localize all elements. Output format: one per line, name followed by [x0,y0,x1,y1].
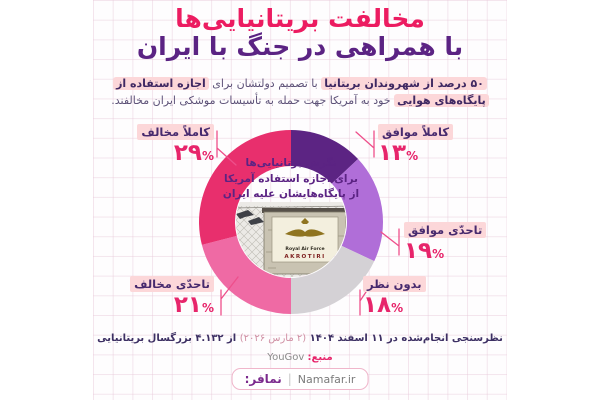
donut-segment [291,245,375,314]
grid-background [93,0,507,400]
callout-percent: ۱۹% [404,238,486,267]
brand-badge: نمافر: | Namafar.ir [231,368,369,390]
sign-caption-1: Royal Air Force [285,246,324,252]
description-text: ۵۰ درصد از شهروندان بریتانیا با تصمیم دو… [100,76,500,109]
percent-sign: % [201,301,214,315]
title-line-1: مخالفت بریتانیایی‌ها [175,4,425,33]
callout-label: بدون نظر [363,276,426,292]
percent-sign: % [406,149,419,163]
callout-label: کاملاً موافق [378,124,454,140]
callout-percent: ۲۹% [96,140,214,169]
title-line-2: با همراهی در جنگ با ایران [136,32,464,61]
chart-callout: کاملاً موافق ۱۳% [378,121,454,169]
percent-value: ۱۹ [404,238,433,264]
connector-19 [380,228,400,256]
brand-separator: | [287,372,292,386]
chart-callout: کاملاً مخالف ۲۹% [96,121,214,169]
description-plain: خود به آمریکا جهت حمله به تأسیسات موشکی … [111,93,395,107]
description-highlight: پایگاه‌های هوایی [394,93,489,107]
description-highlight: ۵۰ درصد از شهروندان بریتانیا [321,77,487,90]
percent-sign: % [391,301,404,315]
percent-value: ۲۱ [173,292,202,318]
center-line-1: نگرش برتانیایی‌ها [245,157,337,169]
brand-name-fa: نمافر: [244,372,282,386]
center-line-3: از پایگاه‌هایشان علیه ایران [222,188,360,200]
callout-percent: ۱۳% [378,140,453,169]
poll-info: نظرسنجی انجام‌شده در ۱۱ اسفند ۱۴۰۴ (۲ ما… [50,333,550,344]
callout-label: تاحدّی موافق [404,222,487,238]
fence-wire [236,205,346,209]
callout-label: تاحدّی مخالف [130,276,214,292]
callout-label: کاملاً مخالف [137,124,214,140]
callout-percent: ۱۸% [363,292,426,321]
percent-sign: % [201,149,214,163]
callout-percent: ۲۱% [96,292,214,321]
percent-value: ۱۳ [378,140,407,166]
chart-callout: تاحدّی موافق ۱۹% [404,219,487,267]
chart-center-title: نگرش برتانیایی‌ها برای اجازه استفاده آمر… [206,156,376,203]
donut-segment [201,235,291,314]
poll-info-date-paren: (۲ مارس ۲۰۲۶) [239,333,307,344]
donut-segments [199,130,383,314]
percent-sign: % [432,247,445,261]
description-highlight: اجازه استفاده از [113,77,209,90]
donut-segment [291,130,359,184]
percent-value: ۱۸ [363,292,392,318]
eagle-icon [285,229,325,237]
brand-url: Namafar.ir [297,372,356,386]
sign-caption-2: AKROTIRI [284,254,325,260]
donut-segment [331,159,383,262]
poll-info-main: نظرسنجی انجام‌شده در ۱۱ اسفند ۱۴۰۴ [306,333,503,344]
description-plain: با تصمیم دولتشان برای [208,77,322,90]
source-value: YouGov [267,352,305,363]
chart-callout: بدون نظر ۱۸% [363,273,426,321]
connector-13 [355,130,375,158]
connector-21 [220,276,239,316]
poll-info-rest: از ۴.۱۳۲ بزرگسال بریتانیایی [97,333,240,344]
center-line-2: برای اجازه استفاده آمریکا [224,172,358,185]
source-label: منبع: [307,352,333,363]
jet-icon [236,210,264,225]
connector-29 [216,130,237,166]
percent-value: ۲۹ [173,140,202,166]
chart-callout: تاحدّی مخالف ۲۱% [96,273,214,321]
source-line: منبع: YouGov [150,352,450,363]
donut-segment [199,130,291,245]
page-title: مخالفت بریتانیایی‌ها با همراهی در جنگ با… [0,5,600,61]
crown-icon [301,218,309,224]
